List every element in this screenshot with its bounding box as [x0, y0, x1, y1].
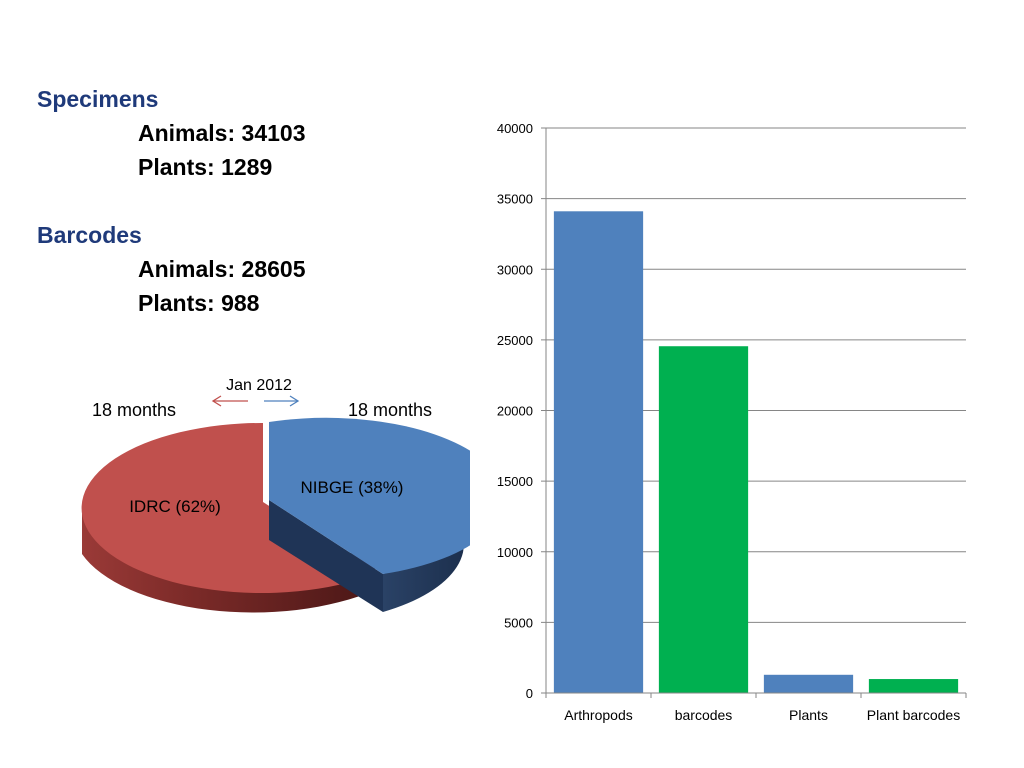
bar-barcodes [658, 346, 749, 693]
pie-right-period-label: 18 months [348, 400, 432, 420]
bar-chart-bars [545, 211, 967, 698]
funding-pie-chart: Jan 2012 18 months 18 months NIBGE (38%)… [81, 377, 470, 613]
left-arrow [211, 395, 248, 407]
bar-plant-barcodes [868, 679, 959, 693]
y-tick-label: 0 [526, 686, 533, 701]
counts-bar-chart: 0 5000 10000 15000 20000 25000 30000 35000 40000… [497, 121, 967, 723]
specimens-heading: Specimens [37, 86, 159, 112]
bar-chart-y-axis: 0 5000 10000 15000 20000 25000 30000 35000 40000 [497, 121, 533, 701]
barcodes-animals-count: Animals: 28605 [138, 256, 306, 282]
pie-date-label: Jan 2012 [226, 377, 292, 394]
specimens-animals-count: Animals: 34103 [138, 120, 306, 146]
right-arrow [264, 395, 300, 407]
pie-label-idrc: IDRC (62%) [129, 497, 221, 516]
y-tick-label: 10000 [497, 545, 533, 560]
bar-arthropods [553, 211, 644, 693]
bar-plants [763, 674, 854, 693]
x-category-label: Plant barcodes [867, 707, 960, 723]
y-tick-label: 5000 [504, 615, 533, 630]
x-category-label: Arthropods [564, 707, 632, 723]
y-tick-label: 15000 [497, 474, 533, 489]
pie-left-period-label: 18 months [92, 400, 176, 420]
pie-slice-nibge [269, 417, 470, 612]
pie-label-nibge: NIBGE (38%) [301, 478, 404, 497]
specimens-plants-count: Plants: 1289 [138, 154, 273, 180]
y-tick-label: 20000 [497, 404, 533, 419]
x-category-label: barcodes [675, 707, 733, 723]
y-tick-label: 30000 [497, 262, 533, 277]
bar-chart-x-axis: Arthropods barcodes Plants Plant barcodes [564, 707, 960, 723]
y-tick-label: 25000 [497, 333, 533, 348]
y-tick-label: 35000 [497, 192, 533, 207]
x-category-label: Plants [789, 707, 828, 723]
y-tick-label: 40000 [497, 121, 533, 136]
barcodes-heading: Barcodes [37, 222, 142, 248]
barcodes-plants-count: Plants: 988 [138, 290, 260, 316]
